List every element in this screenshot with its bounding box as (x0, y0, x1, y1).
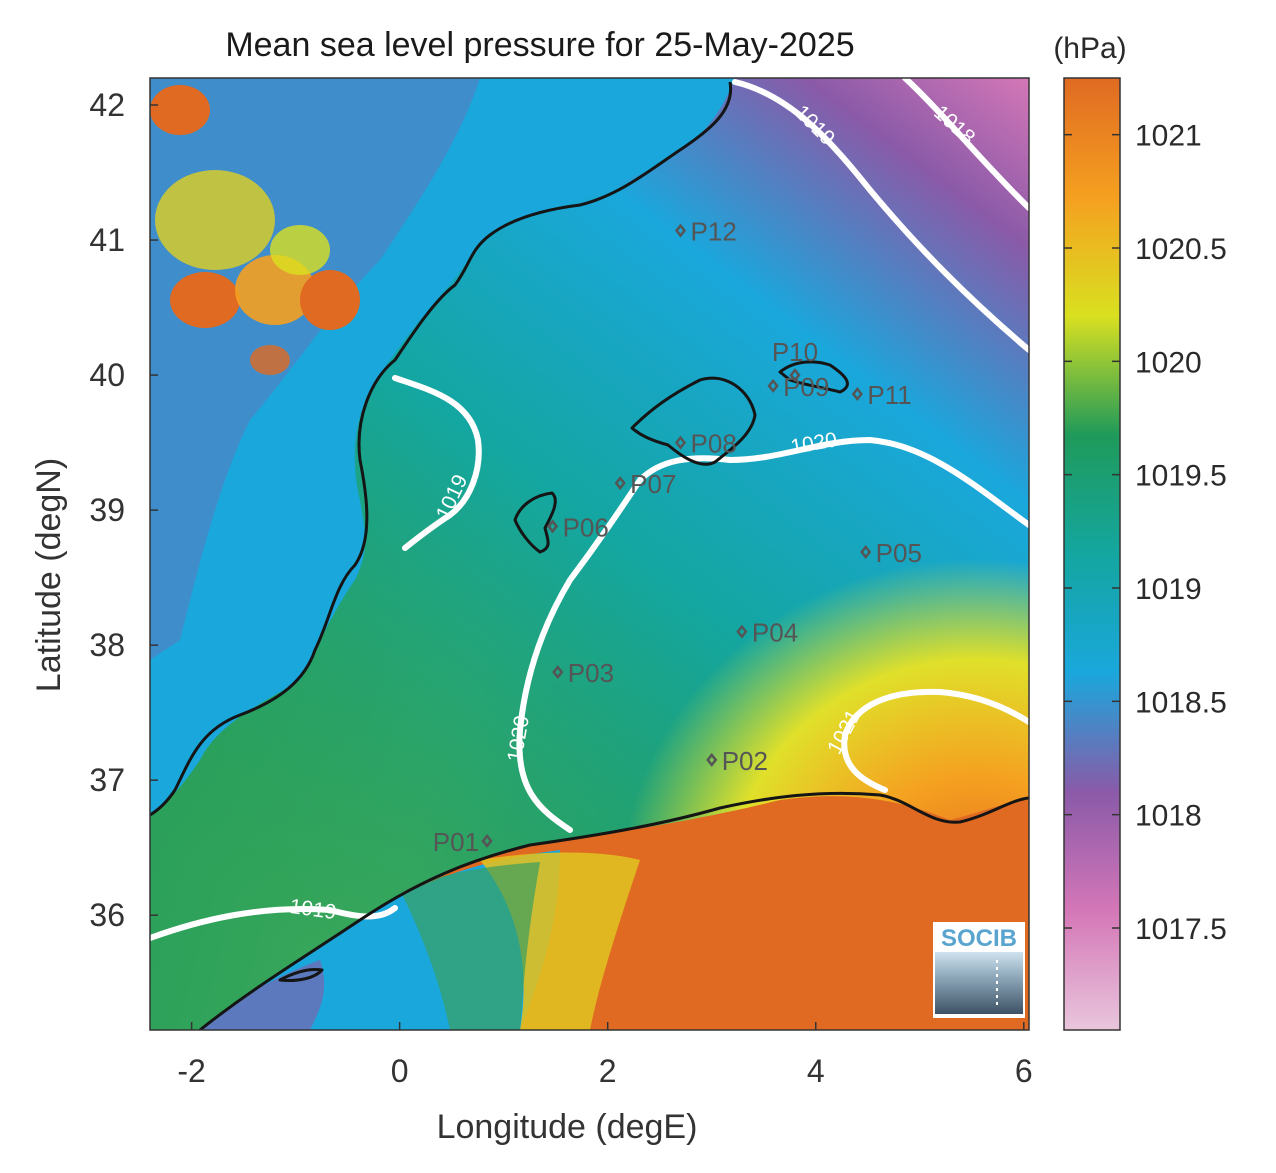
station-p03: P03 (552, 658, 614, 688)
station-label: P12 (691, 217, 737, 247)
y-tick-label: 38 (89, 627, 125, 663)
station-label: P07 (630, 469, 676, 499)
station-marker (674, 223, 687, 238)
station-marker (546, 519, 559, 534)
map-frame (149, 77, 1030, 1031)
contour-lines (150, 78, 1029, 941)
station-label: P08 (691, 429, 737, 459)
x-tick-label: 4 (807, 1053, 825, 1089)
station-label: P02 (722, 746, 768, 776)
iberia-coastline (150, 81, 733, 817)
y-axis-label: Latitude (degN) (30, 458, 68, 692)
station-p01: P01 (433, 827, 493, 857)
station-p08: P08 (674, 429, 737, 459)
africa-purple-patch (200, 960, 325, 1030)
station-marker (789, 368, 801, 383)
contour-1020 (516, 436, 1029, 833)
station-marker (860, 544, 872, 559)
alboran-islet (278, 968, 324, 982)
station-marker (552, 665, 564, 680)
station-label: P10 (772, 337, 818, 367)
y-tick-label: 36 (89, 897, 125, 933)
station-marker (851, 386, 863, 401)
colorbar-tick-label: 1019 (1135, 573, 1202, 606)
colorbar-tick-label: 1018.5 (1135, 686, 1227, 719)
y-tick-label: 41 (89, 222, 125, 258)
coastlines (150, 81, 1029, 1030)
station-marker (481, 833, 493, 848)
contour-1019-south (150, 905, 398, 941)
map-title: Mean sea level pressure for 25-May-2025 (225, 26, 854, 64)
station-p10: P10 (772, 337, 818, 383)
x-tick-label: -2 (177, 1053, 205, 1089)
menorca-coast (778, 360, 849, 394)
station-p05: P05 (860, 538, 922, 568)
station-label: P11 (867, 380, 911, 410)
station-marker (674, 435, 687, 450)
x-tick-label: 6 (1015, 1053, 1033, 1089)
station-label: P09 (783, 372, 829, 402)
station-p06: P06 (546, 512, 609, 542)
station-p04: P04 (736, 618, 798, 648)
africa-coastline (199, 791, 1029, 1030)
station-marker (767, 378, 779, 393)
station-p07: P07 (614, 469, 676, 499)
colorbar-tick-label: 1021 (1135, 120, 1202, 153)
mallorca-coast (630, 376, 757, 466)
x-tick-label: 2 (599, 1053, 617, 1089)
x-tick-label: 0 (391, 1053, 409, 1089)
colorbar-tick-label: 1019.5 (1135, 460, 1227, 493)
socib-logo: SOCIB (933, 922, 1025, 1018)
station-label: P01 (433, 827, 479, 857)
colorbar-tick-label: 1020.5 (1135, 233, 1227, 266)
y-tick-label: 42 (89, 87, 125, 123)
y-tick-label: 39 (89, 492, 125, 528)
colorbar-tick-label: 1017.5 (1135, 913, 1227, 946)
y-tick-label: 37 (89, 762, 125, 798)
station-marker (706, 752, 718, 767)
mountain-highlands (150, 85, 360, 375)
y-axis-ticks: 42 41 40 39 38 37 36 (89, 87, 158, 933)
station-p11: P11 (851, 380, 912, 410)
station-label: P03 (568, 658, 614, 688)
map-area: 1019 1019 1019 1018 1020 1020 1021 P01P0… (150, 78, 1029, 1030)
x-axis-ticks: -2 0 2 4 6 (177, 1022, 1033, 1089)
africa-green-strip (400, 862, 540, 1030)
colorbar-units: (hPa) (1053, 32, 1126, 65)
station-label: P04 (752, 618, 798, 648)
station-label: P05 (876, 538, 922, 568)
ibiza-coast (513, 491, 557, 554)
contour-1021 (841, 688, 1029, 793)
logo-text: SOCIB (941, 925, 1017, 952)
station-p12: P12 (674, 217, 737, 247)
contour-1019-iberia (392, 375, 482, 551)
y-tick-label: 40 (89, 357, 125, 393)
colorbar-tick-label: 1020 (1135, 346, 1202, 379)
x-axis-label: Longitude (degE) (437, 1108, 698, 1146)
station-label: P06 (563, 512, 609, 542)
colorbar-tick-label: 1018 (1135, 800, 1202, 833)
contour-1019-north (732, 79, 1029, 353)
station-marker (736, 624, 748, 639)
contour-1018 (902, 78, 1029, 211)
colorbar-ticks: 1021 1020.5 1020 1019.5 1019 1018.5 1018 1017.5 (1064, 120, 1227, 946)
station-points: P01 P02 P03 P04 P05 P06 P07 P08 P09 P10 P11 P12 (433, 217, 922, 857)
station-marker (614, 476, 626, 491)
colorbar (1063, 77, 1121, 1031)
station-p02: P02 (706, 746, 768, 776)
